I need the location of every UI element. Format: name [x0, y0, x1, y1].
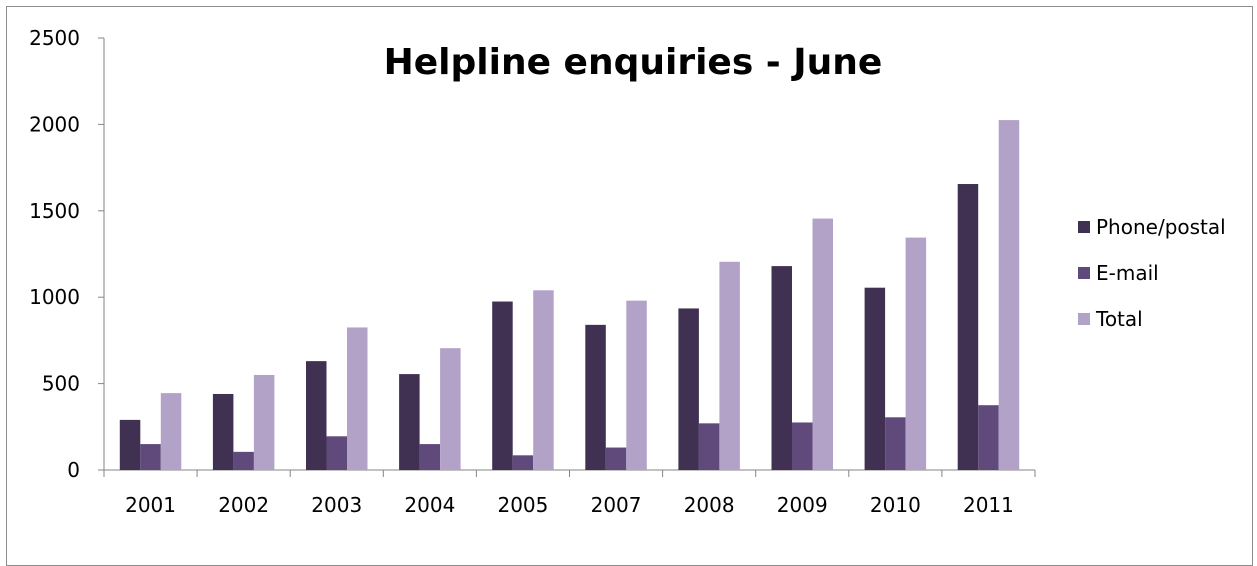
- bar-total-2004: [440, 348, 461, 470]
- bar-phone-postal-2011: [957, 184, 979, 471]
- x-tick-label: 2011: [963, 493, 1014, 517]
- legend-swatch: [1078, 313, 1090, 325]
- bar-phone-postal-2008: [678, 308, 699, 470]
- bar-e-mail-2004: [419, 444, 441, 470]
- x-tick-label: 2009: [777, 493, 828, 517]
- y-tick-label: 2000: [29, 112, 80, 136]
- bar-phone-postal-2009: [771, 266, 792, 470]
- y-tick-label: 0: [67, 458, 80, 482]
- axes: 0 500 1000 1500 2000 2500 2001 2002 2003 2004 2005…: [29, 26, 1036, 517]
- bar-total-2005: [533, 290, 554, 470]
- legend: Phone/postal E-mail Total: [1078, 215, 1226, 331]
- bar-e-mail-2011: [978, 405, 999, 470]
- bar-phone-postal-2001: [119, 419, 141, 470]
- legend-label: Phone/postal: [1096, 215, 1226, 239]
- legend-label: E-mail: [1096, 261, 1159, 285]
- bar-phone-postal-2003: [306, 361, 327, 470]
- bar-phone-postal-2010: [864, 287, 886, 470]
- y-tick-label: 2500: [29, 26, 80, 50]
- bar-e-mail-2007: [605, 447, 627, 470]
- bar-chart: Helpline enquiries - June 0 500 1000 1500 20…: [29, 26, 1226, 517]
- x-tick-label: 2004: [404, 493, 455, 517]
- bar-phone-postal-2002: [212, 393, 234, 470]
- legend-swatch: [1078, 221, 1090, 233]
- bar-total-2010: [905, 237, 927, 470]
- x-tick-label: 2001: [125, 493, 176, 517]
- x-tick-label: 2005: [497, 493, 548, 517]
- y-tick-label: 500: [42, 372, 80, 396]
- chart-frame: [6, 6, 1253, 566]
- legend-label: Total: [1095, 307, 1143, 331]
- bar-e-mail-2001: [140, 444, 161, 470]
- bar-total-2011: [998, 120, 1020, 470]
- x-tick-label: 2002: [218, 493, 269, 517]
- bar-phone-postal-2007: [585, 324, 606, 470]
- bar-total-2002: [253, 374, 275, 470]
- legend-swatch: [1078, 267, 1090, 279]
- bar-phone-postal-2004: [399, 374, 420, 470]
- bar-total-2008: [719, 261, 740, 470]
- bar-e-mail-2002: [233, 451, 254, 470]
- bar-e-mail-2003: [326, 436, 347, 470]
- bar-total-2003: [347, 327, 368, 470]
- bar-total-2001: [160, 393, 182, 470]
- bar-e-mail-2008: [698, 423, 720, 470]
- x-tick-label: 2008: [684, 493, 735, 517]
- bar-e-mail-2010: [885, 417, 906, 470]
- bars: [119, 120, 1020, 471]
- bar-e-mail-2009: [792, 422, 813, 470]
- y-tick-label: 1500: [29, 199, 80, 223]
- x-tick-label: 2007: [591, 493, 642, 517]
- x-tick-label: 2003: [311, 493, 362, 517]
- chart-title: Helpline enquiries - June: [384, 42, 883, 83]
- y-tick-label: 1000: [29, 285, 80, 309]
- bar-phone-postal-2005: [492, 301, 513, 470]
- bar-total-2007: [626, 300, 647, 470]
- x-tick-label: 2010: [870, 493, 921, 517]
- bar-e-mail-2005: [512, 455, 534, 470]
- bar-total-2009: [812, 218, 833, 470]
